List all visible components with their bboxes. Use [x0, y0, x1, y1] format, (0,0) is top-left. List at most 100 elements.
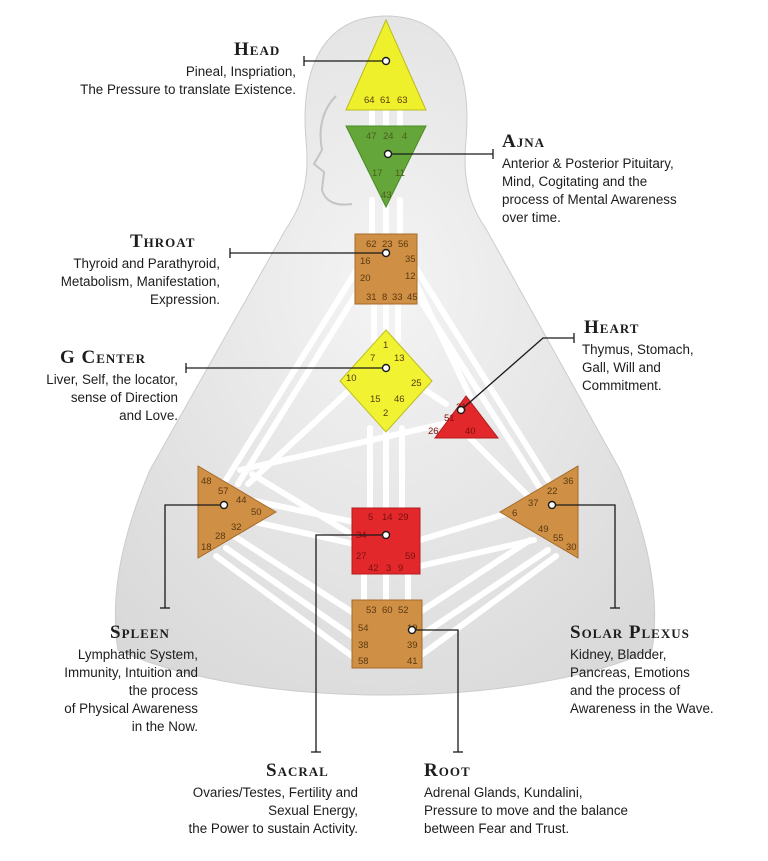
root-center — [351, 599, 423, 669]
desc-line: the process — [128, 683, 198, 698]
root-title: Root — [424, 760, 471, 781]
gate-number: 15 — [370, 394, 381, 405]
gate-number: 3 — [386, 563, 391, 574]
gate-number: 31 — [366, 292, 377, 303]
ajna-description: Anterior & Posterior Pituitary, Mind, Co… — [502, 155, 677, 227]
ajna-center — [345, 125, 427, 209]
gate-number: 50 — [251, 507, 262, 518]
gate-number: 24 — [383, 131, 394, 142]
gate-number: 23 — [382, 239, 393, 250]
g-center-title: G Center — [60, 347, 147, 368]
desc-line: Gall, Will and — [582, 360, 661, 375]
gate-number: 26 — [428, 426, 439, 437]
gate-number: 56 — [398, 239, 409, 250]
desc-line: The Pressure to translate Existence. — [80, 82, 296, 97]
gate-number: 63 — [397, 95, 408, 106]
desc-line: and Love. — [119, 408, 178, 423]
gate-number: 47 — [366, 131, 377, 142]
gate-number: 60 — [382, 605, 393, 616]
desc-line: Pineal, Inspriation, — [185, 64, 296, 79]
desc-line: Thyroid and Parathyroid, — [73, 256, 220, 271]
gate-number: 35 — [405, 254, 416, 265]
gate-number: 8 — [382, 292, 387, 303]
gate-number: 27 — [356, 551, 367, 562]
throat-gates: 62 23 56 16 35 20 12 31 8 33 45 — [360, 239, 418, 303]
desc-line: Sexual Energy, — [268, 803, 358, 818]
gate-number: 9 — [398, 563, 403, 574]
gate-number: 61 — [380, 95, 391, 106]
throat-center — [354, 233, 418, 305]
gate-number: 7 — [370, 353, 375, 364]
desc-line: of Physical Awareness — [64, 701, 198, 716]
desc-line: Immunity, Intuition and — [64, 665, 198, 680]
gate-number: 48 — [201, 476, 212, 487]
gate-number: 55 — [553, 533, 564, 544]
gate-number: 64 — [364, 95, 375, 106]
desc-line: in the Now. — [131, 719, 198, 734]
spleen-gates: 48 57 44 50 32 28 18 — [201, 476, 262, 553]
sacral-title: Sacral — [266, 760, 329, 781]
desc-line: Commitment. — [582, 378, 662, 393]
gate-number: 40 — [465, 426, 476, 437]
callout-dots — [219, 56, 557, 635]
gate-number: 58 — [358, 656, 369, 667]
gate-number: 45 — [407, 292, 418, 303]
gate-number: 32 — [231, 522, 242, 533]
gate-number: 33 — [392, 292, 403, 303]
desc-line: Pancreas, Emotions — [570, 665, 690, 680]
solar-plexus-description: Kidney, Bladder, Pancreas, Emotions and … — [570, 646, 714, 718]
gate-number: 36 — [563, 476, 574, 487]
gate-number: 49 — [538, 524, 549, 535]
face-profile — [312, 95, 353, 206]
desc-line: Liver, Self, the locator, — [46, 372, 178, 387]
desc-line: between Fear and Trust. — [424, 821, 570, 836]
desc-line: process of Mental Awareness — [502, 192, 677, 207]
gate-number: 39 — [407, 640, 418, 651]
gate-number: 25 — [411, 378, 422, 389]
gate-number: 44 — [236, 495, 247, 506]
spleen-description: Lymphathic System, Immunity, Intuition a… — [64, 646, 198, 736]
gate-number: 28 — [215, 531, 226, 542]
g-center-description: Liver, Self, the locator, sense of Direc… — [46, 371, 178, 425]
desc-line: Ovaries/Testes, Fertility and — [192, 785, 358, 800]
heart-description: Thymus, Stomach, Gall, Will and Commitme… — [582, 341, 694, 395]
gate-number: 2 — [383, 408, 388, 419]
desc-line: the Power to sustain Activity. — [188, 821, 358, 836]
gate-number: 57 — [218, 486, 229, 497]
desc-line: Lymphathic System, — [77, 647, 198, 662]
gate-number: 17 — [372, 168, 383, 179]
gate-number: 18 — [201, 542, 212, 553]
desc-line: over time. — [502, 210, 561, 225]
gate-number: 30 — [566, 542, 577, 553]
gate-number: 51 — [444, 413, 455, 424]
desc-line: Kidney, Bladder, — [570, 647, 667, 662]
solar-plexus-gates: 36 37 22 6 49 55 30 — [512, 476, 577, 553]
solar-plexus-center — [499, 465, 579, 559]
spleen-title: Spleen — [110, 622, 170, 643]
gate-number: 6 — [512, 508, 517, 519]
desc-line: and the process of — [570, 683, 681, 698]
gate-number: 11 — [395, 168, 405, 179]
head-description: Pineal, Inspriation, The Pressure to tra… — [80, 63, 296, 99]
gate-number: 20 — [360, 273, 371, 284]
desc-line: sense of Direction — [70, 390, 178, 405]
heart-center — [434, 395, 500, 439]
g-center-gates: 1 7 13 10 25 15 46 2 — [346, 340, 422, 419]
gate-number: 54 — [358, 623, 369, 634]
g-center — [339, 329, 433, 433]
gate-number: 16 — [360, 256, 371, 267]
gate-number: 46 — [394, 394, 405, 405]
desc-line: Awareness in the Wave. — [570, 701, 714, 716]
gate-number: 22 — [547, 486, 558, 497]
gate-number: 42 — [368, 563, 379, 574]
desc-line: Thymus, Stomach, — [582, 342, 694, 357]
solar-plexus-title: Solar Plexus — [570, 622, 690, 643]
ajna-title: Ajna — [502, 131, 545, 152]
spleen-center — [197, 465, 277, 559]
throat-title: Throat — [130, 231, 196, 252]
desc-line: Metabolism, Manifestation, — [60, 274, 220, 289]
callout-lines — [160, 56, 620, 753]
gate-number: 29 — [398, 512, 409, 523]
gate-number: 1 — [383, 340, 388, 351]
